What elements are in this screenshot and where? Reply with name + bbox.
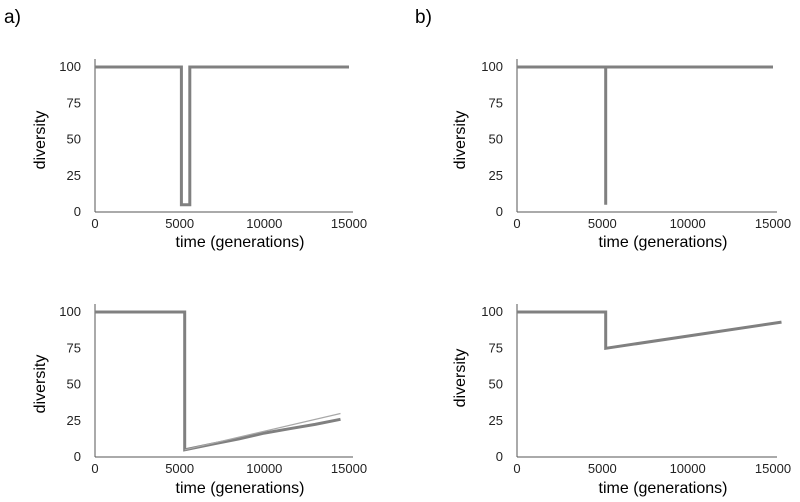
y-tick-label-a-bottom: 100: [59, 304, 81, 319]
chart-a-top: 0 25 50 75 100 0 5000 10000 15000 time (generatio…: [32, 59, 367, 251]
y-axis-title-b-bottom: diversity: [452, 349, 469, 408]
x-tick-label-b-top: 15000: [755, 216, 791, 231]
x-tick-label-a-bottom: 5000: [165, 461, 194, 476]
x-axis-title-a-top: time (generations): [176, 234, 305, 251]
y-tick-label-a-top: 0: [74, 204, 81, 219]
x-tick-label-b-bottom: 0: [513, 461, 520, 476]
chart-b-bottom: 0 25 50 75 100 0 5000 10000 15000 time (generatio…: [452, 304, 791, 497]
y-tick-label-a-top: 50: [67, 132, 81, 147]
x-axis-title-b-top: time (generations): [599, 234, 728, 251]
x-tick-label-a-bottom: 0: [91, 461, 98, 476]
x-tick-label-b-bottom: 5000: [588, 461, 617, 476]
y-tick-label-a-bottom: 0: [74, 449, 81, 464]
y-axis-title-b-top: diversity: [452, 111, 469, 170]
y-tick-label-a-top: 75: [67, 95, 81, 110]
series-line-b-bottom-0: [517, 310, 782, 351]
y-tick-label-b-top: 25: [489, 168, 503, 183]
x-tick-label-a-top: 0: [91, 216, 98, 231]
y-axis-title-a-top: diversity: [32, 111, 49, 170]
y-tick-label-b-top: 75: [489, 95, 503, 110]
y-tick-label-b-bottom: 0: [496, 449, 503, 464]
x-tick-label-a-top: 15000: [331, 216, 367, 231]
y-tick-label-b-bottom: 25: [489, 413, 503, 428]
chart-a-bottom: 0 25 50 75 100 0 5000 10000 15000 time (generatio…: [32, 304, 367, 497]
x-tick-label-a-bottom: 15000: [331, 461, 367, 476]
y-tick-label-b-top: 50: [489, 132, 503, 147]
x-tick-label-a-bottom: 10000: [246, 461, 282, 476]
y-tick-label-a-top: 100: [59, 59, 81, 74]
x-axis-title-b-bottom: time (generations): [599, 480, 728, 497]
series-line-b-top-0: [517, 65, 773, 205]
x-tick-label-b-bottom: 10000: [670, 461, 706, 476]
y-tick-label-a-bottom: 25: [67, 413, 81, 428]
series-line-a-bottom-0: [95, 310, 341, 452]
chart-b-top: 0 25 50 75 100 0 5000 10000 15000 time (generatio…: [452, 59, 791, 251]
panel-label-b: b): [415, 7, 432, 28]
y-tick-label-b-top: 0: [496, 204, 503, 219]
y-axis-title-a-bottom: diversity: [32, 355, 49, 414]
y-tick-label-b-bottom: 75: [489, 340, 503, 355]
panel-label-a: a): [4, 7, 21, 28]
x-axis-title-a-bottom: time (generations): [176, 480, 305, 497]
x-tick-label-a-top: 10000: [246, 216, 282, 231]
y-tick-label-b-top: 100: [481, 59, 503, 74]
x-tick-label-b-top: 0: [513, 216, 520, 231]
x-tick-label-b-top: 10000: [670, 216, 706, 231]
y-tick-label-b-bottom: 50: [489, 377, 503, 392]
x-tick-label-a-top: 5000: [165, 216, 194, 231]
series-line-a-top-0: [95, 65, 349, 207]
y-tick-label-a-bottom: 50: [67, 377, 81, 392]
y-tick-label-b-bottom: 100: [481, 304, 503, 319]
y-tick-label-a-bottom: 75: [67, 340, 81, 355]
x-tick-label-b-bottom: 15000: [755, 461, 791, 476]
series-line-a-bottom-1: [184, 412, 341, 451]
x-tick-label-b-top: 5000: [588, 216, 617, 231]
y-tick-label-a-top: 25: [67, 168, 81, 183]
